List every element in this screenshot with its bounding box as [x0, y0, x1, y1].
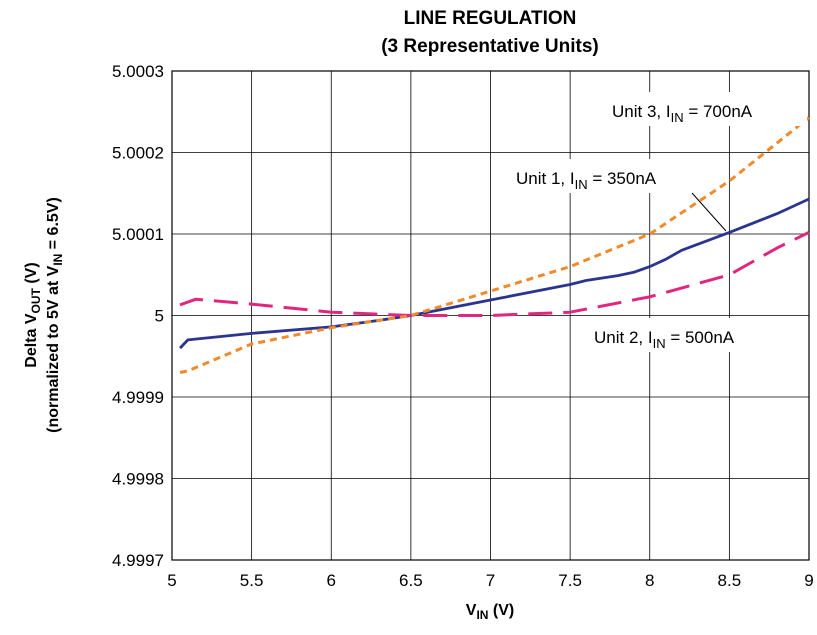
chart-subtitle: (3 Representative Units)	[381, 36, 599, 57]
chart-title: LINE REGULATION	[404, 8, 577, 29]
unit1-line	[178, 197, 810, 350]
unit3-label-background	[607, 92, 807, 126]
x-tick-label: 7	[486, 571, 495, 590]
x-tick-label: 5	[167, 571, 176, 590]
unit1-label-background	[510, 159, 702, 193]
y-tick-label: 4.9997	[112, 551, 164, 570]
x-axis-label: VIN (V)	[466, 602, 514, 622]
y-axis-label-line1: Delta VOUT (V)	[23, 262, 43, 367]
x-tick-label: 9	[804, 571, 813, 590]
unit3-line	[179, 116, 810, 374]
plot-area-frame	[171, 70, 810, 561]
y-tick-label: 4.9999	[112, 388, 164, 407]
x-tick-label: 6.5	[399, 571, 423, 590]
y-tick-label: 5.0001	[112, 225, 164, 244]
x-tick-label: 8	[645, 571, 654, 590]
x-tick-label: 8.5	[718, 571, 742, 590]
y-tick-label: 4.9998	[112, 470, 164, 489]
y-tick-label: 5	[155, 307, 164, 326]
tick-labels: 5 5.5 6 6.5 7 7.5 8 8.5 9 4.9997 4.9998 4.9999 5 5.00…	[112, 62, 814, 590]
unit2-line	[179, 231, 810, 317]
y-tick-label: 5.0002	[112, 144, 164, 163]
unit3-label: Unit 3, IIN = 700nA	[612, 102, 753, 125]
unit2-label-background	[588, 318, 780, 352]
x-tick-label: 6	[327, 571, 336, 590]
series-lines	[178, 116, 810, 374]
x-tick-label: 7.5	[558, 571, 582, 590]
unit1-label: Unit 1, IIN = 350nA	[516, 169, 657, 192]
y-tick-label: 5.0003	[112, 62, 164, 81]
grid	[171, 70, 810, 561]
y-axis-label-line2: (normalized to 5V at VIN = 6.5V)	[45, 197, 65, 433]
unit1-leader-line	[691, 192, 727, 232]
x-tick-label: 5.5	[240, 571, 264, 590]
unit2-label: Unit 2, IIN = 500nA	[594, 328, 735, 351]
